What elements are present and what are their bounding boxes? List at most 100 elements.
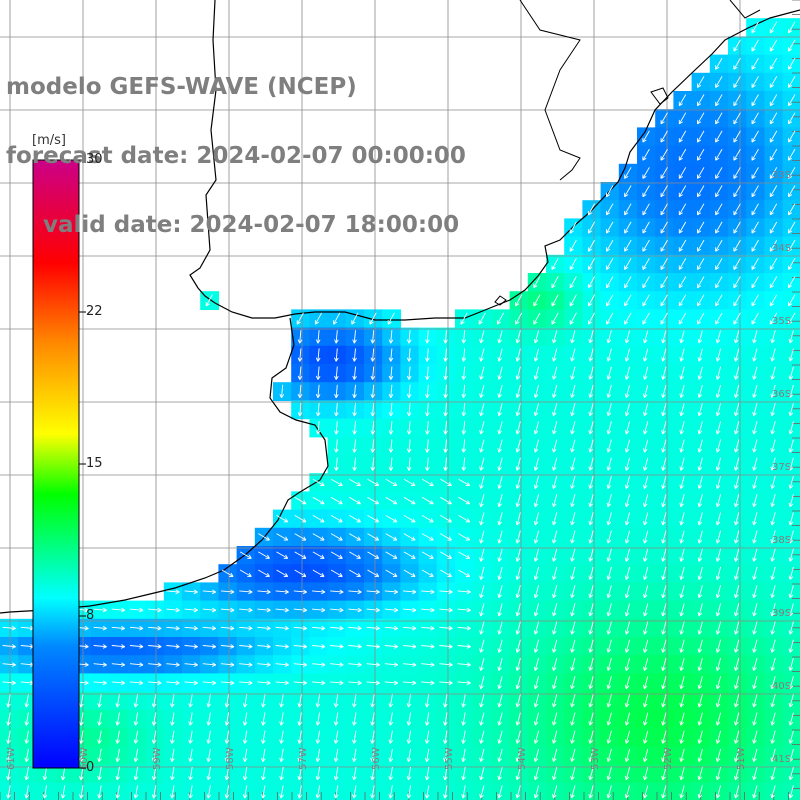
- wind-arrow: [587, 203, 595, 216]
- wind-arrow: [660, 130, 668, 143]
- wind-arrow: [406, 384, 412, 399]
- wind-arrow: [624, 185, 632, 198]
- wind-arrow: [697, 239, 705, 252]
- wind-arrow: [479, 330, 485, 344]
- wind-arrow: [715, 167, 723, 179]
- wind-cell: [746, 200, 765, 219]
- wind-cell: [746, 163, 765, 183]
- wind-arrow: [769, 258, 778, 270]
- wind-arrow: [551, 312, 559, 325]
- wind-arrow: [624, 294, 632, 307]
- wind-arrow: [425, 366, 430, 380]
- wind-arrow: [769, 221, 778, 234]
- wind-arrow: [642, 167, 650, 179]
- wind-arrow: [697, 366, 703, 380]
- wind-cell: [618, 163, 638, 183]
- wind-arrow: [624, 167, 632, 179]
- wind-arrow: [660, 112, 668, 125]
- wind-arrow: [678, 94, 687, 107]
- wind-cell: [618, 273, 638, 292]
- wind-arrow: [515, 348, 521, 362]
- wind-arrow: [315, 402, 321, 417]
- wind-arrow: [606, 384, 612, 398]
- wind-arrow: [570, 366, 576, 380]
- wind-arrow: [588, 348, 594, 362]
- wind-arrow: [661, 330, 667, 344]
- wind-arrow: [788, 185, 796, 198]
- wind-arrow: [788, 312, 796, 325]
- lat-label: 39S: [772, 608, 791, 619]
- wind-cell: [618, 182, 638, 201]
- wind-arrow: [496, 312, 504, 325]
- wind-arrow: [660, 276, 668, 289]
- wind-arrow: [733, 185, 741, 198]
- wind-arrow: [715, 57, 723, 70]
- wind-arrow: [697, 167, 705, 179]
- wind-arrow: [769, 276, 778, 289]
- map-header: modelo GEFS-WAVE (NCEP) forecast date: 2…: [6, 30, 466, 260]
- wind-arrow: [751, 203, 759, 216]
- wind-cell: [782, 782, 800, 800]
- wind-arrow: [606, 348, 612, 362]
- lon-label: 57W: [298, 747, 309, 770]
- wind-arrow: [788, 57, 796, 70]
- wind-arrow: [314, 312, 322, 325]
- wind-arrow: [751, 21, 759, 34]
- wind-arrow: [733, 57, 741, 70]
- wind-arrow: [624, 221, 632, 234]
- wind-cell: [618, 200, 638, 219]
- wind-arrow: [570, 403, 576, 417]
- wind-arrow: [661, 348, 667, 362]
- wind-arrow: [769, 21, 778, 34]
- wind-arrow: [624, 239, 632, 252]
- wind-arrow: [388, 384, 394, 399]
- wind-cell: [746, 182, 765, 201]
- wind-arrow: [552, 366, 558, 380]
- wind-cell: [655, 145, 674, 165]
- wind-arrow: [697, 221, 705, 234]
- wind-arrow: [352, 348, 357, 362]
- lon-label: 51W: [736, 747, 747, 770]
- wind-arrow: [678, 112, 687, 125]
- wind-arrow: [606, 330, 612, 344]
- wind-arrow: [588, 403, 594, 417]
- wind-arrow: [388, 348, 394, 362]
- wind-cell: [655, 273, 674, 292]
- wind-arrow: [642, 276, 650, 289]
- wind-arrow: [660, 221, 668, 234]
- wind-arrow: [751, 148, 759, 161]
- wind-arrow: [715, 112, 723, 125]
- wind-arrow: [734, 330, 740, 344]
- wind-arrow: [552, 330, 558, 344]
- wind-arrow: [697, 348, 703, 362]
- wind-arrow: [642, 148, 650, 161]
- wind-arrow: [751, 312, 759, 325]
- wind-arrow: [733, 76, 741, 88]
- wind-cell: [655, 254, 674, 274]
- wind-arrow: [515, 366, 521, 380]
- wind-arrow: [497, 348, 503, 362]
- wind-arrow: [678, 276, 687, 289]
- wind-arrow: [606, 185, 614, 198]
- wind-arrow: [587, 239, 595, 252]
- wind-arrow: [533, 312, 541, 325]
- lat-label: 40S: [772, 681, 791, 692]
- wind-cell: [746, 91, 765, 110]
- wind-cell: [709, 91, 729, 110]
- wind-arrow: [642, 221, 650, 234]
- wind-cell: [746, 36, 765, 56]
- wind-arrow: [770, 348, 776, 362]
- wind-arrow: [769, 94, 778, 107]
- wind-arrow: [697, 294, 705, 307]
- wind-arrow: [624, 203, 632, 216]
- lon-label: 59W: [152, 747, 163, 770]
- wind-arrow: [515, 403, 521, 417]
- wind-arrow: [297, 384, 303, 399]
- wind-arrow: [370, 366, 376, 380]
- wind-arrow: [461, 348, 467, 362]
- lat-label: 35S: [772, 316, 791, 327]
- wind-arrow: [788, 294, 796, 307]
- wind-arrow: [570, 348, 576, 362]
